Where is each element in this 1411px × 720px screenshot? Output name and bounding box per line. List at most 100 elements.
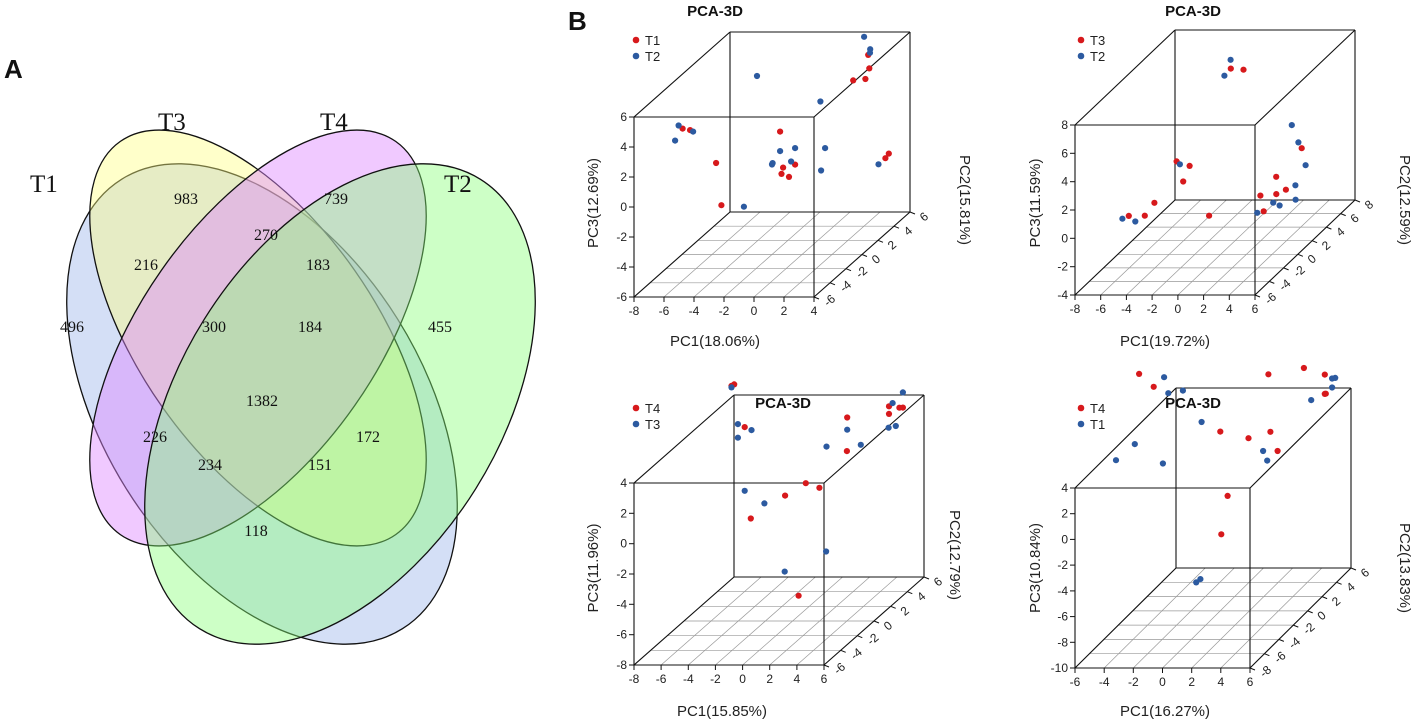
- point-t3: [1282, 186, 1289, 193]
- y-tick-label: 6: [931, 574, 945, 589]
- x-tick-label: -8: [629, 672, 640, 686]
- z-tick-label: 4: [1061, 175, 1068, 189]
- floor-grid-line-x: [1162, 567, 1264, 669]
- y-tick-label: -2: [1291, 262, 1308, 280]
- point-t4: [741, 424, 748, 431]
- x-tick-label: 2: [1200, 302, 1207, 316]
- z-tick-label: -4: [616, 597, 627, 611]
- z-tick-label: -6: [616, 628, 627, 642]
- point-t3: [1273, 173, 1280, 180]
- point-t4: [1265, 371, 1272, 378]
- point-t4: [1267, 428, 1274, 435]
- legend-label-t1: T1: [645, 33, 660, 48]
- point-t3: [899, 389, 907, 396]
- y-tick-mark: [877, 239, 884, 243]
- y-tick-label: 6: [917, 209, 931, 224]
- point-t4: [1321, 371, 1328, 378]
- z-tick-label: 4: [1061, 481, 1068, 495]
- y-tick-label: -8: [1257, 663, 1274, 681]
- point-t1: [850, 77, 857, 84]
- point-t3: [741, 487, 748, 494]
- point-t4: [1300, 364, 1307, 372]
- point-t2: [1302, 162, 1309, 169]
- venn-count-t1-t4: 226: [143, 429, 167, 446]
- y-tick-mark: [1350, 567, 1357, 571]
- point-t1: [1260, 447, 1267, 455]
- x-tick-label: -8: [1070, 302, 1081, 316]
- point-t2: [740, 203, 748, 210]
- y-tick-label: 0: [881, 618, 895, 633]
- point-t2: [769, 160, 776, 167]
- x-tick-label: 0: [1159, 675, 1166, 689]
- point-t1: [1198, 418, 1205, 426]
- x-tick-label: -8: [629, 304, 640, 318]
- y-tick-mark: [893, 225, 900, 229]
- y-tick-label: -4: [848, 645, 865, 663]
- box-edge: [633, 394, 735, 484]
- x-axis-label: PC1(19.72%): [1120, 333, 1210, 350]
- y-tick-mark: [873, 620, 880, 624]
- y-tick-label: 4: [901, 223, 915, 238]
- y-tick-mark: [1354, 199, 1361, 203]
- point-t3: [823, 443, 830, 450]
- y-tick-label: 4: [1333, 224, 1347, 239]
- pca-plot-2: -8 -6 -4 -2 0 2 4 6-4-202468-6-4-202468PCA-3DPC…: [1027, 3, 1411, 350]
- y-tick-mark: [840, 649, 846, 653]
- venn-count-t2: 455: [428, 319, 452, 336]
- y-tick-label: -4: [1276, 276, 1293, 294]
- y-tick-mark: [1297, 253, 1304, 257]
- y-tick-label: -6: [1271, 648, 1288, 666]
- point-t3: [892, 422, 899, 430]
- point-t2: [1221, 72, 1228, 79]
- z-tick-label: -2: [1057, 260, 1068, 274]
- y-tick-mark: [813, 296, 820, 300]
- legend-marker-t4: [632, 404, 640, 412]
- x-tick-label: 2: [781, 304, 788, 318]
- point-t3: [844, 426, 851, 433]
- x-tick-label: 4: [1226, 302, 1233, 316]
- x-tick-label: 4: [811, 304, 818, 318]
- z-tick-label: 0: [620, 200, 627, 214]
- point-t1: [1165, 390, 1172, 397]
- point-t4: [782, 492, 789, 499]
- venn-count-t3-t2: 172: [356, 429, 380, 446]
- z-tick-label: -2: [1057, 558, 1068, 572]
- y-tick-mark: [1326, 226, 1332, 230]
- y-tick-mark: [1311, 240, 1318, 244]
- floor-grid-line-x: [1191, 567, 1293, 669]
- point-t3: [748, 427, 755, 434]
- point-t2: [1270, 199, 1277, 206]
- point-t4: [1245, 435, 1252, 442]
- z-tick-label: 0: [620, 537, 627, 551]
- x-tick-label: 2: [766, 672, 773, 686]
- y-tick-mark: [907, 591, 913, 595]
- venn-ellipse-t1: [66, 163, 458, 645]
- point-t1: [1264, 457, 1271, 464]
- floor-grid-line-x: [1103, 567, 1206, 669]
- floor-grid-line-x: [1229, 199, 1330, 296]
- z-tick-label: 2: [1061, 507, 1068, 521]
- box-edge: [1254, 29, 1356, 126]
- floor-grid-line-x: [1220, 567, 1323, 669]
- x-axis-label: PC1(18.06%): [670, 333, 760, 350]
- y-tick-mark: [1264, 653, 1270, 657]
- pca-plot-1: -8 -6 -4 -2 0 2 4-6-4-20246-6-4-20246PCA-3DPC1…: [585, 3, 973, 350]
- venn-count-t3-t4-t2: 184: [298, 319, 322, 336]
- box-edge: [1074, 199, 1176, 296]
- y-tick-mark: [1254, 294, 1261, 298]
- venn-ellipse-t3: [89, 129, 427, 547]
- z-tick-label: 6: [1061, 146, 1068, 160]
- point-t4: [1136, 370, 1143, 377]
- y-tick-label: -6: [831, 660, 848, 678]
- pca-plot-3: -8 -6 -4 -2 0 2 4 6-8-6-4-2024-6-4-20246PCA-3DP…: [585, 381, 963, 720]
- point-t3: [1180, 178, 1187, 185]
- legend-label-t3: T3: [645, 417, 660, 432]
- point-t1: [1112, 457, 1120, 464]
- x-tick-label: -2: [1147, 302, 1158, 316]
- point-t2: [753, 72, 761, 80]
- legend-marker-t3: [1077, 36, 1085, 44]
- y-tick-mark: [1340, 213, 1346, 217]
- venn-set-label-t4: T4: [320, 109, 348, 136]
- floor-grid-line-x: [1100, 199, 1201, 296]
